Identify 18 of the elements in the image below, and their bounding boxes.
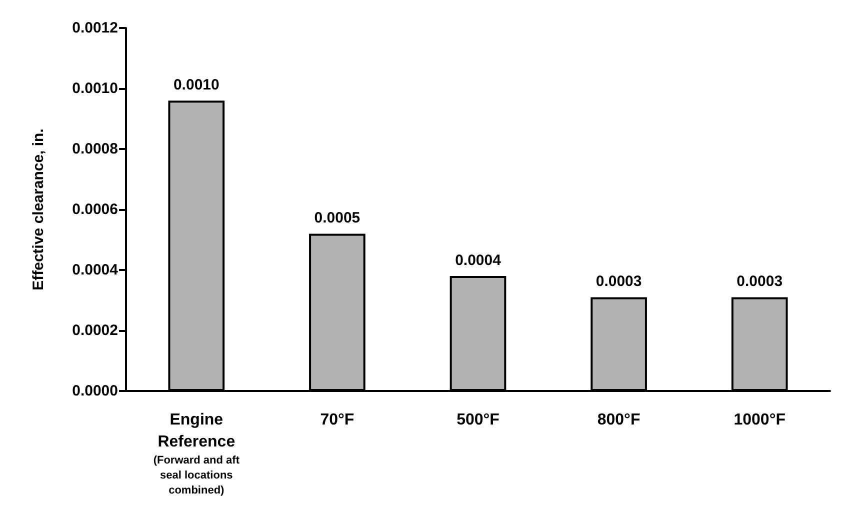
data-label: 0.0005 xyxy=(314,210,360,227)
x-tick-label: Engine Reference (Forward and aft seal locations combined) xyxy=(153,412,240,496)
x-tick-label: 70°F xyxy=(320,412,354,428)
y-tick-label: 0.0006 xyxy=(72,201,118,218)
data-label: 0.0004 xyxy=(455,252,502,270)
y-tick-label: 0.0010 xyxy=(72,80,118,97)
data-label: 0.0003 xyxy=(596,273,642,290)
data-label: 0.0010 xyxy=(173,76,220,94)
x-tick-label: 1000°F xyxy=(734,412,786,428)
y-tick-label: 0.0002 xyxy=(72,322,118,339)
y-tick-label: 0.0004 xyxy=(72,262,119,278)
y-tick-label: 0.0012 xyxy=(72,20,118,36)
x-tick-label: 800°F xyxy=(597,412,640,428)
y-tick-label: 0.0000 xyxy=(72,382,118,400)
x-tick-label: 500°F xyxy=(456,412,500,428)
y-axis-title: Effective clearance, in. xyxy=(30,128,47,290)
y-tick-label: 0.0008 xyxy=(72,140,118,158)
data-label: 0.0003 xyxy=(736,273,783,290)
